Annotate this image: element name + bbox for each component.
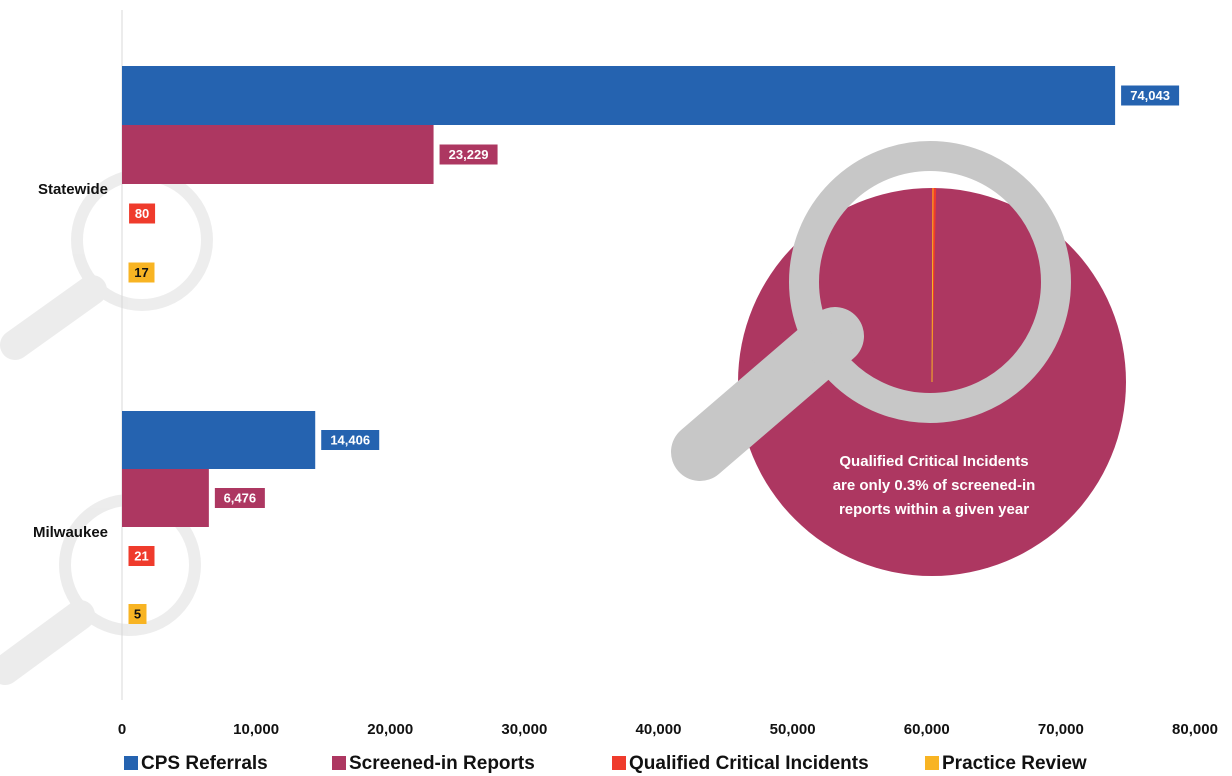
data-label-box <box>1121 85 1180 106</box>
annotation-text-line: are only 0.3% of screened-in <box>833 477 1036 494</box>
legend-swatch <box>925 756 939 770</box>
x-tick-label: 70,000 <box>1038 721 1084 738</box>
category-label: Milwaukee <box>33 524 108 541</box>
bars: 74,043 23,229 80 17 14,406 6,476 21 5 <box>122 66 1180 624</box>
magnifier-ring-icon <box>789 141 1071 423</box>
bar <box>122 125 434 184</box>
annotation-text-line: reports within a given year <box>839 501 1029 518</box>
x-tick-label: 40,000 <box>636 721 682 738</box>
legend-label: Qualified Critical Incidents <box>629 753 869 774</box>
data-label: 80 <box>135 206 149 221</box>
x-tick-label: 20,000 <box>367 721 413 738</box>
data-label: 5 <box>134 606 141 621</box>
data-label-box <box>128 604 147 624</box>
data-label-box <box>129 203 156 224</box>
data-label-box <box>128 546 155 566</box>
legend-label: CPS Referrals <box>141 753 268 774</box>
x-tick-label: 80,000 <box>1172 721 1218 738</box>
legend-swatch <box>124 756 138 770</box>
data-label-box <box>128 262 155 283</box>
legend-label: Practice Review <box>942 753 1087 774</box>
data-label-box <box>214 488 265 508</box>
data-label-box <box>321 430 380 450</box>
x-tick-label: 60,000 <box>904 721 950 738</box>
bar <box>122 469 209 527</box>
x-tick-label: 0 <box>118 721 126 738</box>
data-label: 6,476 <box>224 490 257 505</box>
legend: CPS Referrals Screened-in Reports Qualifie… <box>124 753 1087 774</box>
x-tick-label: 10,000 <box>233 721 279 738</box>
legend-swatch <box>612 756 626 770</box>
magnifier-annotation: Qualified Critical Incidents are only 0.3… <box>671 141 1126 576</box>
x-axis-ticks: 0 10,000 20,000 30,000 40,000 50,000 60,000 70,… <box>118 721 1218 738</box>
legend-label: Screened-in Reports <box>349 753 535 774</box>
annotation-text-line: Qualified Critical Incidents <box>839 453 1028 470</box>
data-label: 74,043 <box>1130 88 1170 103</box>
data-label: 17 <box>134 265 148 280</box>
pie-slice-minor <box>931 187 934 383</box>
magnifier-watermark-icon <box>0 169 213 360</box>
category-labels: Statewide Milwaukee <box>33 181 108 541</box>
bar <box>122 411 316 469</box>
data-label-box <box>439 144 498 165</box>
x-tick-label: 50,000 <box>770 721 816 738</box>
category-label: Statewide <box>38 181 108 198</box>
data-label: 21 <box>134 548 148 563</box>
data-label: 23,229 <box>449 147 489 162</box>
data-label: 14,406 <box>330 432 370 447</box>
bar <box>122 66 1116 125</box>
x-tick-label: 30,000 <box>501 721 547 738</box>
legend-swatch <box>332 756 346 770</box>
